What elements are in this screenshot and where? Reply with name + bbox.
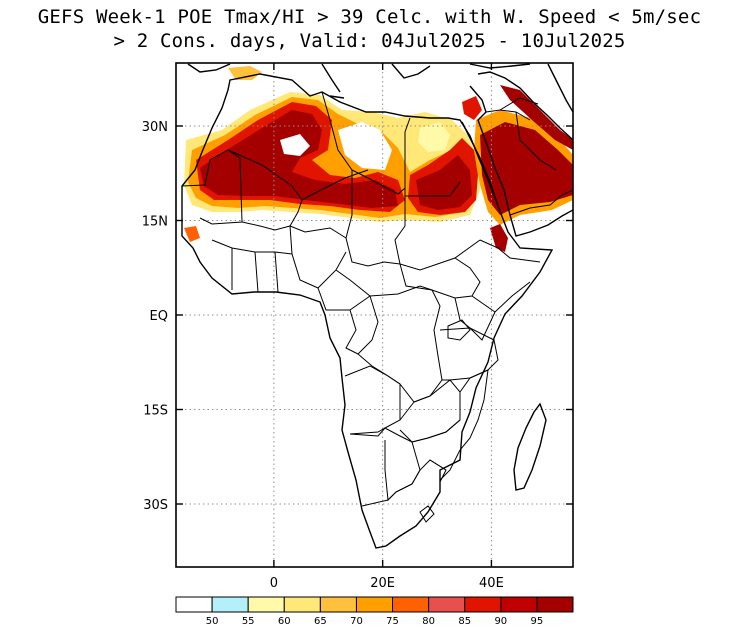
colorbar-label: 55 [242, 616, 255, 627]
colorbar-swatch [536, 596, 574, 613]
map-title-line-1: GEFS Week-1 POE Tmax/HI > 39 Celc. with … [37, 6, 702, 28]
border-yemen-oman [509, 189, 573, 216]
shading-light-pocket-2 [418, 122, 450, 152]
madagascar-coastline [513, 402, 547, 491]
border-lesotho [419, 505, 435, 523]
coastlines [181, 63, 573, 549]
lon-tick-label: 0 [270, 576, 278, 591]
border-algeria-libya [321, 91, 406, 195]
shading-light-pocket-3 [280, 134, 310, 156]
colorbar-swatch [247, 596, 285, 613]
greece-coast [391, 63, 431, 79]
border-zambia [399, 379, 461, 443]
shading-west-coast [184, 226, 200, 242]
shading-sahara-darkred [200, 110, 398, 208]
colorbar-label: 65 [314, 616, 327, 627]
border-chad [345, 170, 401, 267]
map-gridlines [176, 63, 573, 567]
colorbar-swatch [464, 596, 502, 613]
colorbar-swatch [355, 596, 394, 613]
iberia-coast [187, 63, 231, 73]
lat-tick-label: 30N [142, 120, 168, 135]
colorbar-label: 50 [206, 616, 219, 627]
border-uganda-kenya [454, 297, 496, 341]
shading-light-pocket-1 [338, 122, 392, 170]
colorbar-labels: 50 55 60 65 70 75 80 85 90 95 [206, 616, 544, 627]
border-cameroon-gabon [317, 287, 359, 355]
country-borders [181, 91, 573, 523]
colorbar-label: 95 [531, 616, 544, 627]
border-niger [289, 199, 347, 239]
border-drc-east [399, 289, 443, 403]
lake-victoria [447, 319, 471, 341]
colorbar-label: 70 [350, 616, 363, 627]
border-angola [344, 365, 401, 435]
italy-sicily [321, 63, 345, 99]
colorbar-swatch [392, 596, 430, 613]
border-south-africa [361, 459, 447, 507]
map-title-line-2: > 2 Cons. days, Valid: 04Jul2025 - 10Jul… [113, 30, 626, 52]
shading-red-sea-south [490, 224, 508, 252]
border-car [335, 269, 433, 297]
colorbar-swatch [211, 596, 249, 613]
axis-tick-labels: 30N 15N EQ 15S 30S 0 20E 40E [142, 120, 504, 591]
shading-maghreb-north [228, 66, 262, 80]
colorbar-label: 80 [422, 616, 435, 627]
colorbar-label: 75 [386, 616, 399, 627]
lat-tick-label: 15N [142, 215, 168, 230]
shading-levant [462, 96, 482, 120]
border-ethiopia [471, 239, 541, 313]
probability-shading [184, 66, 573, 252]
red-sea-west-shore [461, 121, 499, 207]
lat-tick-label: EQ [150, 309, 168, 324]
border-libya-egypt [404, 117, 461, 197]
colorbar-label: 85 [458, 616, 471, 627]
colorbar-swatch [283, 596, 321, 613]
colorbar-swatch [175, 596, 213, 613]
axis-ticks [176, 63, 573, 567]
colorbar-swatch [500, 596, 538, 613]
lon-tick-label: 40E [479, 576, 504, 591]
lon-tick-label: 20E [370, 576, 395, 591]
border-nigeria [289, 225, 347, 289]
turkey-coast [469, 63, 531, 69]
colorbar-swatch [428, 596, 466, 613]
border-south-sudan [399, 257, 481, 299]
shading-arabia-darkred [480, 122, 573, 215]
colorbar-label: 90 [494, 616, 507, 627]
lat-tick-label: 15S [143, 404, 168, 419]
colorbar [175, 596, 574, 613]
border-mauritania-w-sahara [181, 149, 243, 225]
border-tanzania [439, 327, 499, 381]
colorbar-label: 60 [278, 616, 291, 627]
colorbar-swatch [319, 596, 357, 613]
africa-coastline [181, 73, 554, 549]
border-mozambique [439, 369, 489, 481]
caspian-coast [547, 63, 573, 113]
lat-tick-label: 30S [143, 498, 168, 513]
shading-mesopotamia-darkred [500, 85, 573, 150]
border-west-africa [211, 221, 293, 293]
border-middle-east [485, 97, 557, 171]
border-zimbabwe [411, 419, 461, 471]
